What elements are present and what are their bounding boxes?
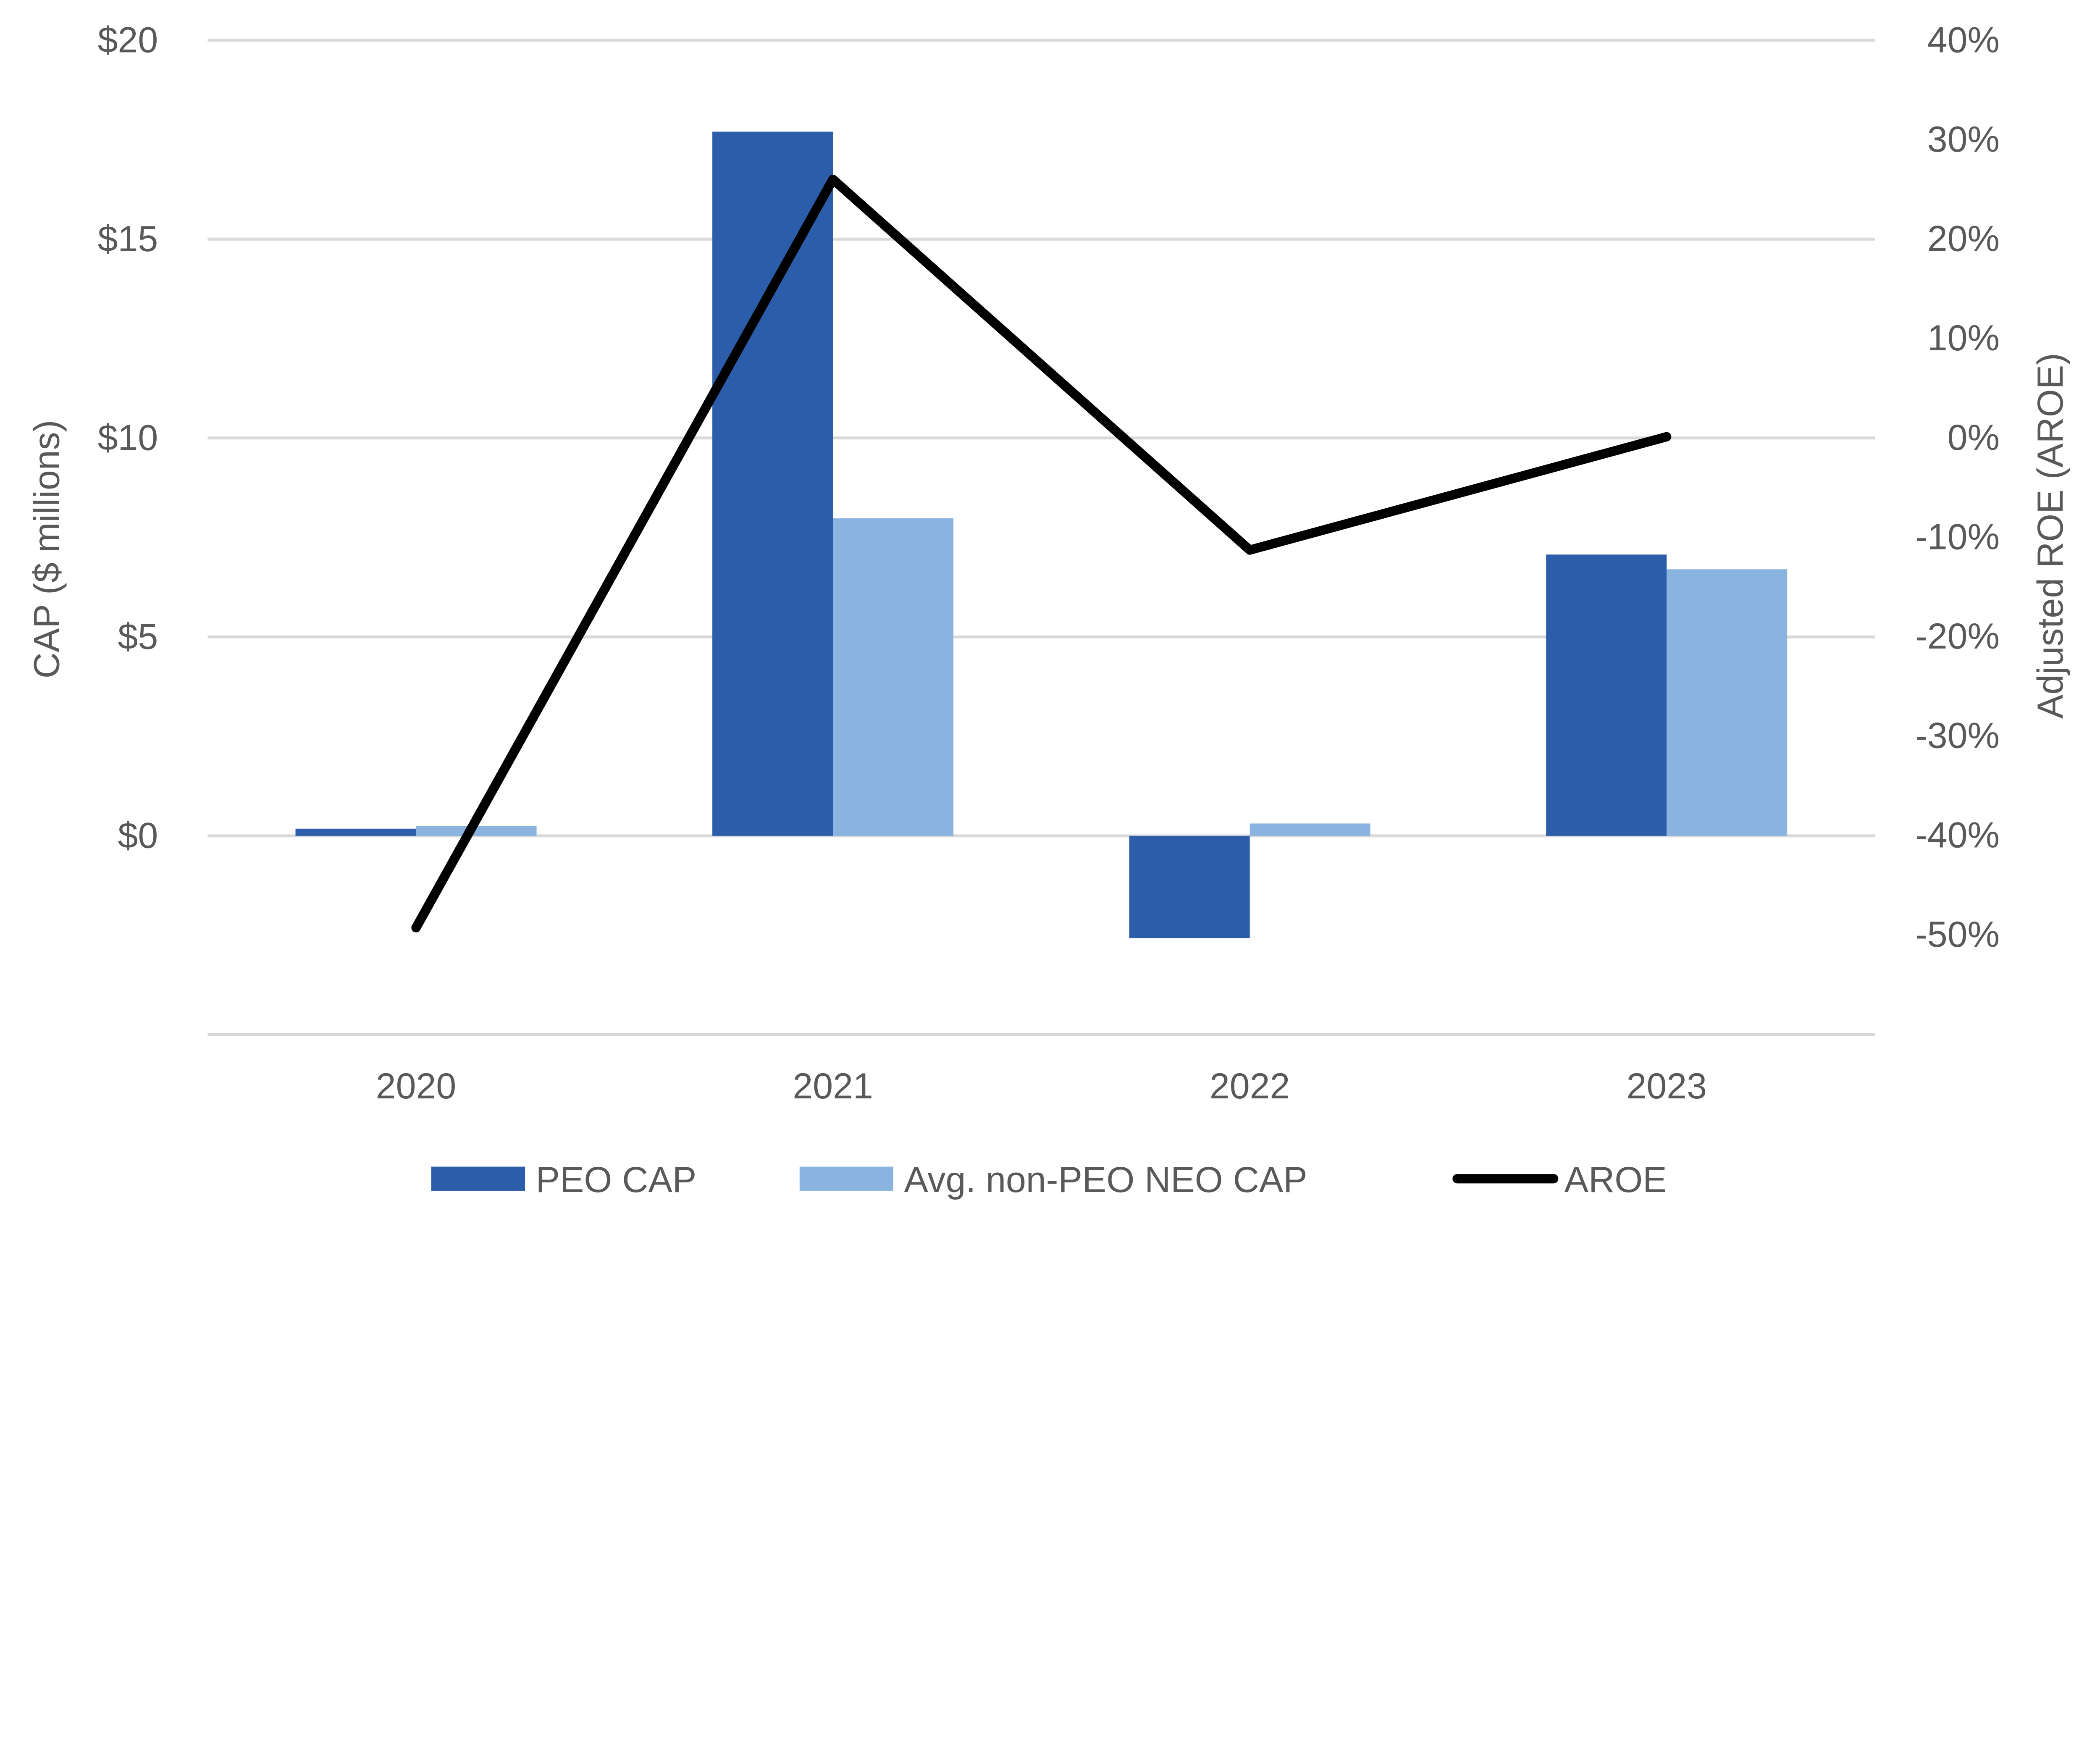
bar-peo-cap [1129, 835, 1250, 938]
y2-tick-label: 0% [1948, 418, 2000, 458]
bar-avg-neo-cap [1250, 823, 1370, 836]
legend-label: AROE [1564, 1160, 1667, 1200]
legend-label: Avg. non-PEO NEO CAP [904, 1160, 1307, 1200]
y2-tick-label: 10% [1927, 318, 2000, 358]
x-tick-label: 2021 [793, 1066, 873, 1106]
x-tick-label: 2022 [1210, 1066, 1290, 1106]
cap-vs-aroe-chart: $0 $5 $10 $15 $20 -50% -40% -30% -20% -10% 0% 10% 20… [26, 20, 2071, 1200]
bar-peo-cap [1546, 554, 1667, 836]
x-tick-label: 2020 [376, 1066, 457, 1106]
y-tick-label: $15 [98, 219, 158, 259]
legend-swatch-0 [431, 1166, 525, 1191]
bar-peo-cap [712, 131, 833, 836]
x-tick-label: 2023 [1626, 1066, 1707, 1106]
bar-avg-neo-cap [1667, 569, 1788, 836]
y-axis-title: CAP ($ millions) [26, 420, 67, 679]
line-aroe [411, 174, 1672, 932]
y2-tick-label: -40% [1915, 815, 2000, 855]
legend-label: PEO CAP [536, 1160, 697, 1200]
y2-tick-label: 30% [1927, 119, 2000, 160]
y-tick-label: $0 [118, 816, 158, 856]
y2-tick-label: -30% [1915, 716, 2000, 756]
bar-avg-neo-cap [416, 826, 537, 836]
y2-tick-label: -20% [1915, 616, 2000, 657]
bar-peo-cap [295, 828, 416, 836]
y-tick-label: $20 [98, 20, 158, 60]
y2-tick-label: -50% [1915, 914, 2000, 955]
y2-tick-label: 40% [1927, 20, 2000, 60]
y-tick-label: $10 [98, 418, 158, 458]
y2-tick-label: -10% [1915, 517, 2000, 557]
y2-tick-label: 20% [1927, 219, 2000, 259]
y2-axis-title: Adjusted ROE (AROE) [2030, 353, 2071, 719]
bar-avg-neo-cap [833, 518, 954, 836]
y-tick-label: $5 [118, 617, 158, 657]
legend-swatch-1 [799, 1166, 894, 1191]
